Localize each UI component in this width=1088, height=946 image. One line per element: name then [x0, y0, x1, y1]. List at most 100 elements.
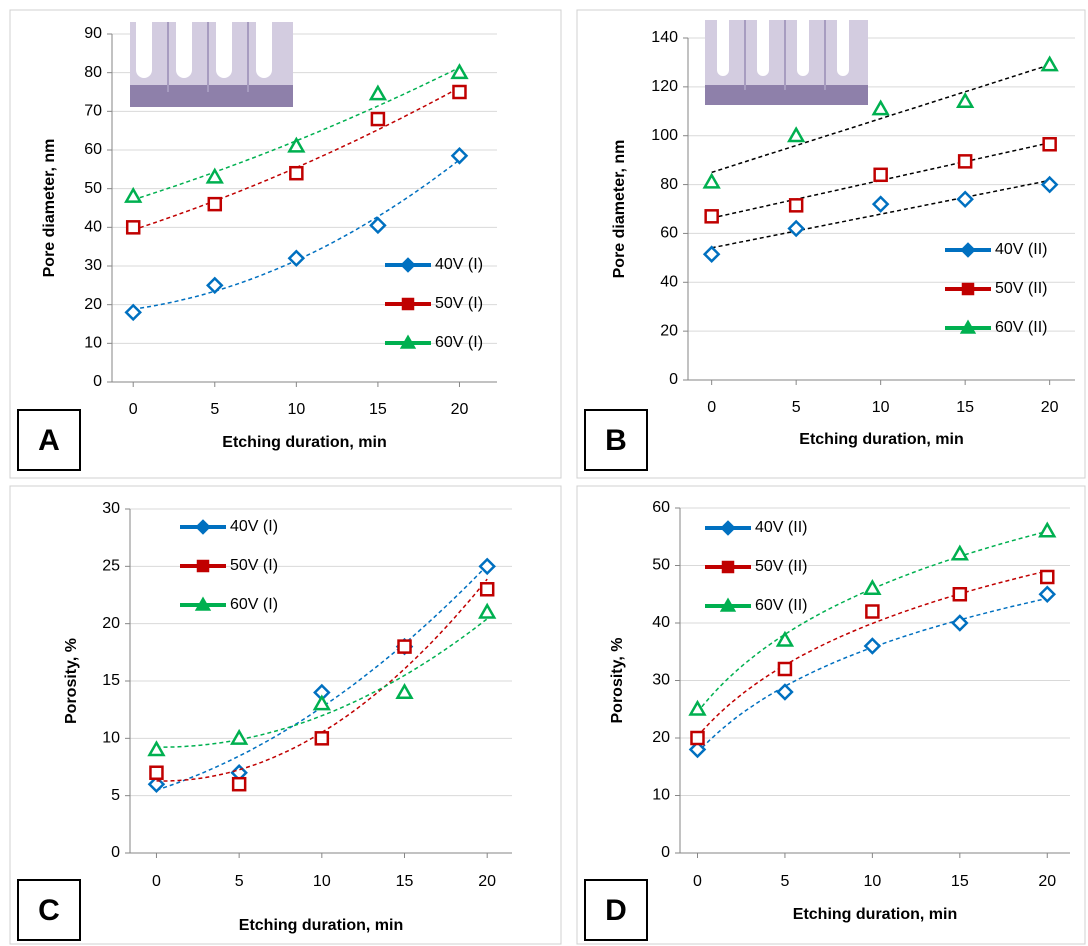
marker	[205, 167, 224, 184]
y-tick-label: 40	[660, 274, 678, 291]
marker	[149, 765, 164, 780]
y-tick-label: 30	[652, 672, 670, 689]
y-tick-label: 0	[661, 844, 670, 861]
panel-frame	[9, 485, 562, 945]
x-tick-label: 15	[369, 401, 387, 418]
y-tick-label: 0	[669, 371, 678, 388]
y-tick-label: 70	[84, 103, 102, 120]
marker	[957, 154, 973, 169]
marker	[871, 99, 890, 116]
marker	[312, 694, 331, 711]
marker	[124, 186, 143, 203]
legend-marker	[400, 257, 416, 273]
panel-label-box	[584, 879, 648, 941]
panel-frame	[576, 485, 1086, 945]
marker	[395, 682, 414, 699]
x-tick-label: 20	[478, 873, 496, 890]
x-tick-label: 10	[313, 873, 331, 890]
marker	[777, 661, 793, 677]
marker	[950, 544, 969, 561]
marker	[287, 136, 306, 153]
marker	[787, 219, 805, 238]
marker	[370, 111, 386, 127]
legend-marker	[961, 282, 975, 296]
x-tick-label: 10	[287, 401, 305, 418]
y-tick-label: 10	[102, 730, 120, 747]
marker	[450, 147, 469, 165]
marker	[369, 216, 387, 235]
x-tick-label: 10	[863, 873, 881, 890]
y-tick-label: 30	[84, 257, 102, 274]
legend-marker	[195, 519, 211, 535]
marker	[397, 639, 412, 654]
marker	[124, 303, 142, 322]
legend-marker	[960, 242, 976, 258]
legend-label: 60V (I)	[435, 334, 483, 351]
legend-marker	[719, 597, 737, 612]
marker	[871, 195, 890, 213]
marker	[955, 91, 975, 109]
legend-marker	[399, 334, 417, 349]
x-tick-label: 0	[152, 873, 161, 890]
panel-label-box	[584, 409, 648, 471]
marker	[787, 126, 806, 143]
y-tick-label: 120	[651, 78, 678, 95]
marker	[368, 84, 388, 101]
marker	[479, 582, 495, 597]
y-tick-label: 80	[84, 64, 102, 81]
x-axis-title: Etching duration, min	[793, 906, 957, 923]
legend-label: 50V (II)	[755, 558, 807, 575]
panel-label-box	[17, 879, 81, 941]
marker	[863, 578, 882, 595]
marker	[865, 604, 880, 619]
legend-label: 60V (II)	[755, 597, 807, 614]
y-tick-label: 10	[652, 787, 670, 804]
y-axis-title: Pore diameter, nm	[611, 140, 628, 279]
y-tick-label: 90	[84, 25, 102, 42]
y-tick-label: 140	[651, 29, 678, 46]
y-tick-label: 50	[652, 557, 670, 574]
legend-label: 40V (I)	[435, 256, 483, 273]
legend-marker	[401, 297, 415, 311]
x-tick-label: 5	[780, 873, 789, 890]
trendline	[132, 86, 460, 231]
panel-label: C	[38, 894, 60, 927]
legend-marker	[959, 319, 977, 334]
x-tick-label: 10	[872, 399, 890, 416]
marker	[1038, 521, 1057, 538]
y-tick-label: 60	[660, 225, 678, 242]
y-tick-label: 50	[84, 180, 102, 197]
legend-label: 40V (II)	[755, 519, 807, 536]
x-tick-label: 15	[956, 399, 974, 416]
panel-label: D	[605, 894, 627, 927]
legend-marker	[720, 520, 736, 536]
x-tick-label: 20	[451, 401, 469, 418]
legend-label: 50V (I)	[435, 295, 483, 312]
trendline	[156, 578, 488, 782]
marker	[704, 209, 719, 224]
x-tick-label: 5	[792, 399, 801, 416]
marker	[478, 557, 496, 576]
panel-label-box	[17, 409, 81, 471]
trendline	[711, 179, 1050, 249]
y-tick-label: 0	[111, 844, 120, 861]
x-tick-label: 0	[693, 873, 702, 890]
trendline	[156, 618, 488, 748]
marker	[788, 198, 804, 213]
legend-label: 50V (II)	[995, 280, 1047, 297]
y-axis-title: Pore diameter, nm	[41, 139, 58, 278]
legend-marker	[194, 596, 212, 611]
marker	[125, 220, 141, 235]
x-tick-label: 20	[1041, 399, 1059, 416]
marker	[289, 165, 304, 181]
marker	[314, 731, 330, 746]
marker	[688, 699, 707, 716]
legend-label: 50V (I)	[230, 557, 278, 574]
marker	[231, 776, 247, 792]
trendline	[696, 570, 1048, 737]
marker	[775, 630, 795, 647]
y-tick-label: 5	[111, 787, 120, 804]
marker	[1040, 55, 1059, 72]
